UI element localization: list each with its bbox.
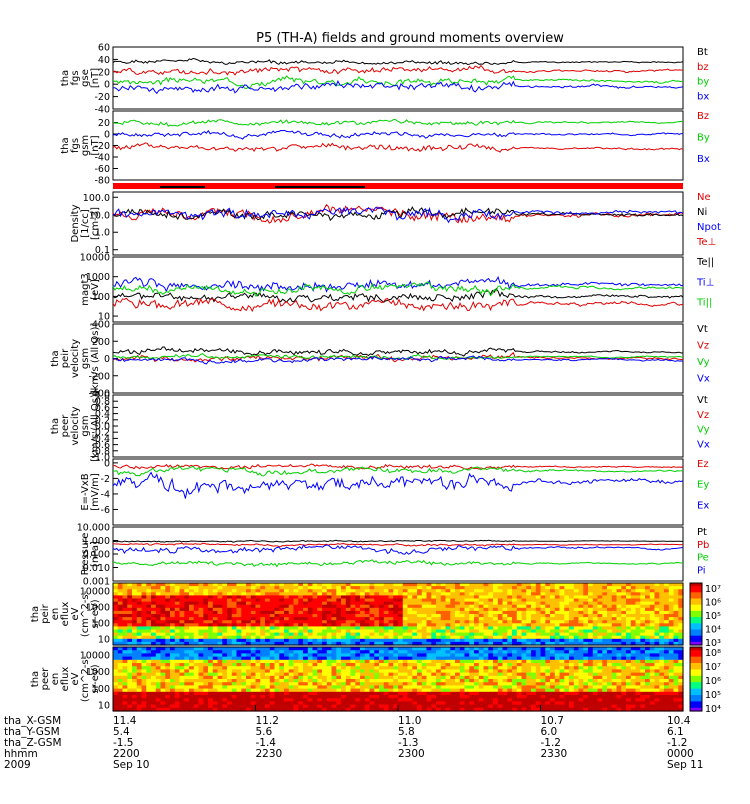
series-line-Pe [113,560,683,567]
series-line-Ti⊥ [113,277,683,291]
y-tick-label: -2 [101,474,110,485]
y-tick-label: 60 [98,43,110,54]
colorbar-tick-label: 10⁷ [705,584,721,595]
colorbar-tick-label: 10⁶ [705,598,721,609]
series-line-red [113,298,683,311]
y-tick-label: 20 [98,118,110,129]
y-tick-label: -60 [94,164,110,175]
legend-entry: Pb [697,540,709,551]
legend-entry: Bx [697,154,710,165]
panel-pressure: 10.0001.0000.1000.0100.001PtPbPePiPressu… [77,523,710,588]
y-tick-label: 0 [104,354,110,365]
series-line-Pb [113,543,683,547]
y-axis-label: [nT] [90,135,101,155]
legend-entry: Vt [697,395,708,406]
legend-entry: Ex [697,500,709,511]
panel-frame [113,47,683,109]
legend-entry: Vy [697,357,710,368]
legend-entry: Pt [697,527,707,538]
y-tick-label: -80 [94,176,110,187]
panel-density: 100.010.01.00.1NeNiNpotTe⊥Density[1/cc][… [70,192,721,256]
series-line-Te|| [113,289,683,303]
panel-peer_vel: 1.00.80.60.40.20.0-0.2-0.4-0.6-0.8-1.0Vt… [50,390,710,463]
y-axis-label: [mV/m] [90,473,101,511]
legend-entry: By [697,133,710,144]
legend-entry: Vz [697,410,709,421]
legend-entry: Pi [697,566,706,577]
series-line-Ez [113,464,683,469]
y-tick-label: 10.000 [77,523,110,534]
colorbar-tick-label: 10⁴ [705,625,721,636]
y-tick-label: -4 [101,489,110,500]
legend-entry: Ez [697,459,709,470]
series-line-Ti|| [113,282,683,296]
panel-frame [113,257,683,322]
series-line-Bz [113,143,683,152]
legend-entry: bx [697,91,709,102]
series-line-Bt [113,59,683,65]
legend-entry: Bt [697,47,708,58]
y-axis-label: [km/s (All Qs)] [90,390,101,462]
y-tick-label: 10 [98,635,110,646]
y-tick-label: 0 [104,80,110,91]
series-line-Ex [113,473,683,499]
legend-entry: Ey [697,480,709,491]
y-tick-label: 40 [98,55,110,66]
legend-entry: bz [697,62,709,73]
legend-entry: Ni [697,207,707,218]
legend-entry: Te⊥ [696,237,716,248]
legend-entry: Vz [697,340,709,351]
legend-entry: Vy [697,425,710,436]
panel-frame [113,395,683,457]
panel-frame [113,527,683,581]
y-tick-label: -40 [94,105,110,116]
panel-frame [113,192,683,255]
series-line-By [113,119,683,126]
y-axis-label: [cm-3] [90,207,101,240]
legend-entry: Vx [697,439,710,450]
series-line-Bx [113,130,683,139]
series-line-bz [113,66,683,75]
y-axis-label: sr-eV) [90,599,101,628]
y-tick-label: 10000 [80,253,110,264]
y-tick-label: -6 [101,505,110,516]
legend-entry: by [697,77,709,88]
legend-entry: Npot [697,222,721,233]
series-line-bx [113,81,683,93]
y-axis-label: [km/s (All Qs)] [90,323,101,395]
y-tick-label: 100.0 [83,193,110,204]
legend-entry: Vx [697,373,710,384]
y-tick-label: 0 [104,458,110,469]
legend-entry: Ti⊥ [696,277,714,288]
legend-entry: Bz [697,111,709,122]
series-line-Pi [113,545,683,554]
colorbar-tick-label: 10⁵ [705,611,721,622]
y-axis-label: [nPa] [90,541,101,567]
y-axis-label: [nT] [90,68,101,88]
series-line-Vt [113,347,683,356]
legend-entry: Te|| [696,257,714,268]
legend-entry: Vt [697,324,708,335]
y-tick-label: -20 [94,92,110,103]
legend-entry: Ti|| [696,298,712,309]
legend-entry: Ne [697,192,711,203]
series-line-Pt [113,540,683,542]
chart-title: P5 (TH-A) fields and ground moments over… [256,31,564,46]
y-tick-label: 0 [104,130,110,141]
y-axis-label: [eV] [90,279,101,300]
legend-entry: Pe [697,553,709,564]
